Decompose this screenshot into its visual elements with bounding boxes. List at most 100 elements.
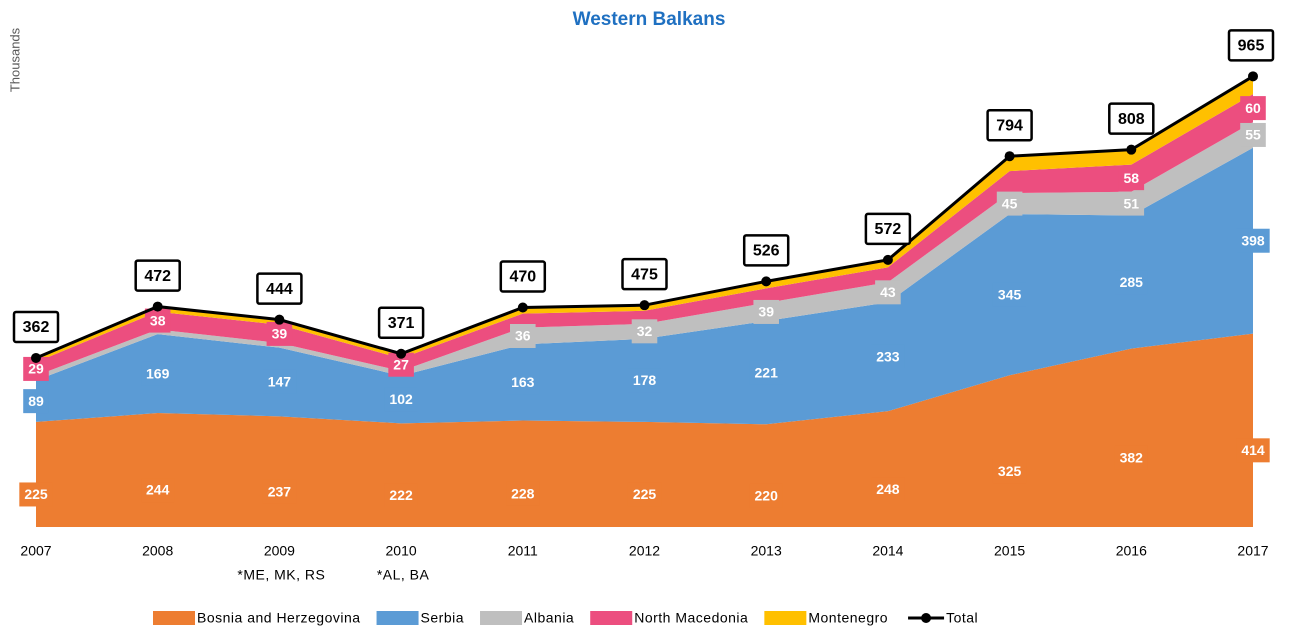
x-tick-label: 2012 <box>629 543 660 559</box>
data-label: 89 <box>28 393 44 409</box>
total-label-box <box>134 259 181 292</box>
total-label: 362 <box>23 319 50 336</box>
total-label-box <box>12 310 60 344</box>
data-label: 398 <box>1241 232 1265 248</box>
legend-label: Montenegro <box>808 610 888 626</box>
data-label-box <box>1236 228 1270 253</box>
total-label: 472 <box>144 268 171 285</box>
data-label-box <box>384 387 418 412</box>
data-label: 178 <box>633 372 657 388</box>
data-label: 225 <box>633 486 657 502</box>
data-label-box <box>871 344 905 369</box>
legend-swatch <box>153 611 195 625</box>
data-label: 382 <box>1120 450 1144 466</box>
data-label: 58 <box>1124 170 1140 186</box>
data-label: 237 <box>268 483 292 499</box>
data-label-box <box>631 319 658 344</box>
data-label: 27 <box>393 356 409 372</box>
data-label-box <box>506 370 540 395</box>
total-label-box <box>1227 29 1275 62</box>
data-label: 51 <box>1124 195 1140 211</box>
data-label: 36 <box>515 328 531 344</box>
data-label-box <box>266 321 293 346</box>
total-label: 794 <box>996 117 1023 134</box>
data-label-box <box>262 479 297 504</box>
data-label: 244 <box>146 482 170 498</box>
total-point <box>882 254 893 265</box>
data-label: 32 <box>637 323 653 339</box>
legend-label: Total <box>946 610 978 626</box>
data-label: 38 <box>150 312 166 328</box>
legend-label: North Macedonia <box>634 610 748 626</box>
x-tick-label: 2015 <box>994 543 1025 559</box>
annotation: *ME, MK, RS <box>237 567 325 583</box>
total-label: 470 <box>509 269 536 286</box>
legend-swatch <box>764 611 807 625</box>
total-label: 526 <box>753 243 780 260</box>
x-tick-label: 2008 <box>142 543 173 559</box>
x-tick-label: 2017 <box>1237 543 1268 559</box>
legend-label: Serbia <box>421 610 464 626</box>
data-label-box <box>749 360 783 385</box>
x-tick-label: 2016 <box>1116 543 1147 559</box>
data-label-box <box>1240 96 1266 121</box>
total-point <box>639 300 650 311</box>
data-label: 39 <box>272 326 288 342</box>
data-label-box <box>510 323 536 348</box>
total-point <box>1004 151 1015 162</box>
total-point <box>1248 71 1258 82</box>
data-label: 221 <box>755 364 779 380</box>
legend-swatch <box>480 611 523 625</box>
total-point <box>31 352 41 363</box>
data-label-box <box>262 369 297 394</box>
data-label-box <box>19 482 53 507</box>
data-label-box <box>384 483 418 508</box>
total-point <box>761 276 772 287</box>
y-axis-label: Thousands <box>7 27 22 92</box>
legend: Bosnia and Herzegovina Serbia Albania North… <box>153 610 978 626</box>
total-label-box <box>986 108 1033 142</box>
total-point <box>517 302 528 313</box>
data-label: 43 <box>880 284 896 300</box>
data-label: 60 <box>1245 100 1261 116</box>
x-tick-label: 2013 <box>751 543 782 559</box>
chart-title: Western Balkans <box>573 9 726 30</box>
data-label: 228 <box>511 485 535 501</box>
total-point <box>152 301 163 312</box>
data-label-box <box>144 308 171 333</box>
total-label: 475 <box>631 266 658 283</box>
data-label: 147 <box>268 374 292 390</box>
data-label: 163 <box>511 374 535 390</box>
data-label-box <box>996 191 1023 216</box>
data-label-box <box>1118 166 1145 191</box>
data-label-box <box>506 481 540 506</box>
total-label: 444 <box>266 281 293 298</box>
total-point <box>1126 144 1137 155</box>
x-tick-label: 2009 <box>264 543 295 559</box>
data-label: 222 <box>389 487 413 503</box>
data-label: 45 <box>1002 195 1018 211</box>
data-label-box <box>992 282 1027 307</box>
data-label: 29 <box>28 361 44 377</box>
data-label: 169 <box>146 365 170 381</box>
data-label: 414 <box>1241 442 1265 458</box>
total-label-box <box>621 257 668 291</box>
total-label-box <box>1108 102 1155 135</box>
data-label-box <box>1114 445 1148 470</box>
data-label-box <box>1114 270 1148 295</box>
data-label: 220 <box>755 487 779 503</box>
data-label: 102 <box>389 391 413 407</box>
annotation: *AL, BA <box>377 567 430 583</box>
data-label-box <box>753 299 779 324</box>
legend-label: Albania <box>524 610 574 626</box>
total-point <box>396 348 407 359</box>
data-label: 325 <box>998 463 1022 479</box>
data-label-box <box>871 477 905 502</box>
data-label: 225 <box>24 486 48 502</box>
data-label: 248 <box>876 481 900 497</box>
total-point <box>274 314 285 325</box>
total-label-box <box>377 306 425 339</box>
data-label-box <box>627 482 662 507</box>
data-label-box <box>23 389 49 414</box>
